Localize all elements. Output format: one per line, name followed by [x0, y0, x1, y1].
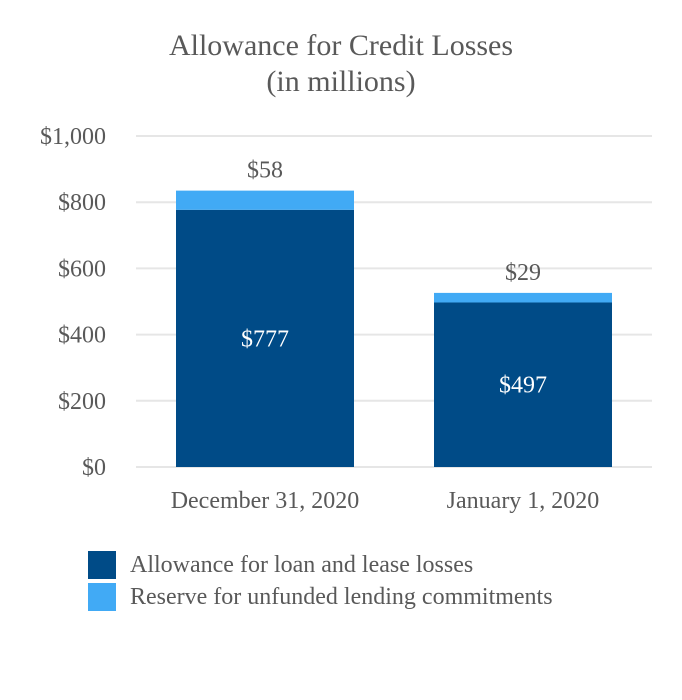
y-tick-label: $800	[58, 190, 106, 216]
y-tick-label: $200	[58, 389, 106, 415]
y-tick-label: $400	[58, 323, 106, 349]
legend-swatch-unfunded-commitments	[88, 583, 116, 611]
chart-title: Allowance for Credit Losses (in millions…	[0, 28, 682, 100]
x-category-label: December 31, 2020	[171, 488, 360, 514]
bar-segment-loan-lease	[176, 209, 354, 468]
y-tick-label: $1,000	[40, 124, 106, 150]
bars	[176, 190, 612, 468]
legend: Allowance for loan and lease losses Rese…	[88, 549, 553, 613]
data-label-unfunded-commitments: $29	[505, 260, 541, 286]
legend-label-loan-lease: Allowance for loan and lease losses	[130, 551, 474, 578]
data-label-unfunded-commitments: $58	[247, 158, 283, 184]
data-label-loan-lease: $777	[241, 326, 289, 352]
legend-item-unfunded-commitments: Reserve for unfunded lending commitments	[88, 581, 553, 613]
data-labels: $777 $58 $497 $29	[241, 158, 547, 399]
bar-segment-unfunded-commitments	[176, 190, 354, 210]
legend-swatch-loan-lease	[88, 551, 116, 579]
y-tick-label: $600	[58, 256, 106, 282]
x-category-label: January 1, 2020	[447, 488, 600, 514]
chart-title-line: Allowance for Credit Losses	[168, 29, 514, 62]
y-tick-label: $0	[82, 455, 106, 481]
legend-item-loan-lease: Allowance for loan and lease losses	[88, 549, 553, 581]
y-axis-tick-labels: $0 $200 $400 $600 $800 $1,000	[40, 124, 106, 481]
legend-label-unfunded-commitments: Reserve for unfunded lending commitments	[130, 583, 553, 610]
chart-subtitle: (in millions)	[266, 65, 416, 98]
bar-segment-loan-lease	[434, 302, 612, 467]
x-axis-category-labels: December 31, 2020 January 1, 2020	[171, 488, 600, 514]
bar-segment-unfunded-commitments	[434, 292, 612, 303]
data-label-loan-lease: $497	[499, 373, 547, 399]
